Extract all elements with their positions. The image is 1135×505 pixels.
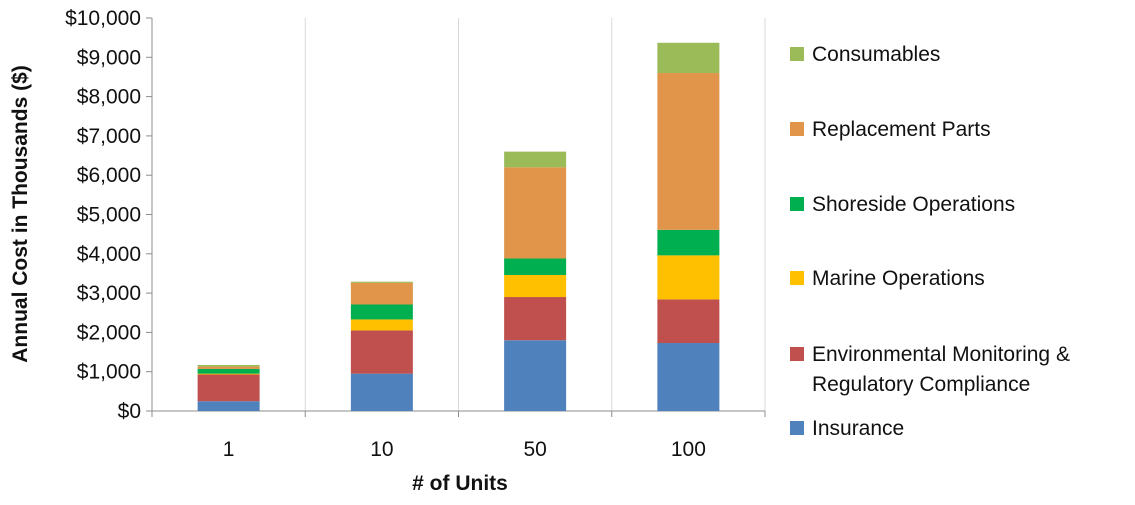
legend-swatch <box>790 47 804 61</box>
bar-segment-environmental-monitoring-regulatory-compliance-100 <box>657 299 720 344</box>
legend-swatch <box>790 271 804 285</box>
x-axis-title: # of Units <box>412 472 508 495</box>
bar-segment-shoreside-operations-1 <box>197 368 260 374</box>
bar-segment-marine-operations-10 <box>350 319 413 331</box>
x-tick-label: 1 <box>223 438 235 461</box>
bar-segment-insurance-10 <box>350 373 413 411</box>
bar-segment-insurance-100 <box>657 343 720 411</box>
bar-segment-replacement-parts-50 <box>504 167 567 259</box>
legend-swatch <box>790 421 804 435</box>
legend-label: Marine Operations <box>812 267 985 290</box>
legend-label: Environmental Monitoring & Regulatory Com… <box>812 343 1070 396</box>
legend-swatch <box>790 197 804 211</box>
bar-segment-consumables-10 <box>350 281 413 283</box>
y-tick-label: $6,000 <box>77 164 141 187</box>
legend-swatch <box>790 122 804 136</box>
x-tick-label: 50 <box>523 438 546 461</box>
legend-label: Shoreside Operations <box>812 193 1015 216</box>
bar-segment-insurance-50 <box>504 340 567 411</box>
bar-segment-shoreside-operations-100 <box>657 229 720 256</box>
y-tick-label: $0 <box>118 400 141 423</box>
bar-segment-environmental-monitoring-regulatory-compliance-1 <box>197 374 260 402</box>
y-tick-label: $1,000 <box>77 361 141 384</box>
bar-segment-environmental-monitoring-regulatory-compliance-50 <box>504 297 567 341</box>
bar-segment-replacement-parts-10 <box>350 282 413 305</box>
bar-segment-consumables-50 <box>504 151 567 168</box>
y-tick-label: $9,000 <box>77 46 141 69</box>
bar-segment-replacement-parts-100 <box>657 73 720 230</box>
y-tick-label: $10,000 <box>65 7 141 30</box>
legend: Consumables Replacement Parts Shoreside Op… <box>790 43 1070 440</box>
x-tick-label: 100 <box>671 438 706 461</box>
y-tick-label: $8,000 <box>77 86 141 109</box>
y-axis-title: Annual Cost in Thousands ($) <box>9 65 32 363</box>
y-tick-label: $4,000 <box>77 243 141 266</box>
legend-label: Consumables <box>812 43 940 66</box>
bar-segment-insurance-1 <box>197 401 260 411</box>
bar-segment-marine-operations-100 <box>657 255 720 300</box>
y-tick-label: $2,000 <box>77 321 141 344</box>
bar-segment-environmental-monitoring-regulatory-compliance-10 <box>350 330 413 374</box>
bars <box>197 42 720 411</box>
bar-segment-marine-operations-50 <box>504 275 567 298</box>
legend-swatch <box>790 347 804 361</box>
bar-segment-consumables-100 <box>657 42 720 74</box>
bar-segment-replacement-parts-1 <box>197 366 260 369</box>
y-tick-label: $7,000 <box>77 125 141 148</box>
bar-segment-shoreside-operations-10 <box>350 304 413 320</box>
bar-segment-marine-operations-1 <box>197 373 260 375</box>
bar-segment-shoreside-operations-50 <box>504 258 567 276</box>
y-tick-label: $5,000 <box>77 204 141 227</box>
legend-label: Replacement Parts <box>812 118 991 141</box>
bar-segment-consumables-1 <box>197 365 260 367</box>
x-tick-label: 10 <box>370 438 393 461</box>
legend-label: Insurance <box>812 417 904 440</box>
y-tick-label: $3,000 <box>77 282 141 305</box>
tick-labels: $0 $1,000 $2,000 $3,000 $4,000 $5,000 $6,000 $7… <box>65 7 706 461</box>
